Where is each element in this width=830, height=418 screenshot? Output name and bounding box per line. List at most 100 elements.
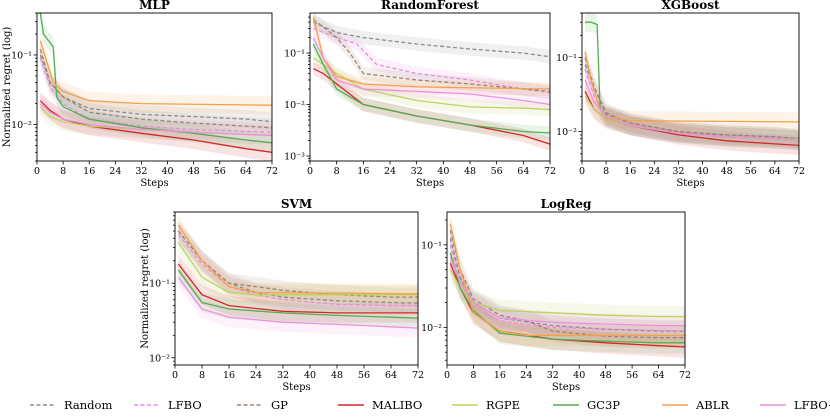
x-tick-label: 48 [600,370,612,381]
series-line-lfbo-bb [39,103,272,137]
series-line-rgpe [449,269,685,318]
band-gc3p [40,13,272,152]
x-tick-label: 0 [579,166,585,177]
series-line-ablr [449,223,685,337]
x-tick-label: 24 [520,370,532,381]
x-tick-label: 16 [223,370,235,381]
x-tick-label: 16 [494,370,506,381]
x-tick-label: 40 [162,166,174,177]
y-tick-label: 10⁻³ [284,152,305,163]
y-tick-label: 10⁻² [284,100,305,111]
band-lfbo+bb [40,94,272,145]
x-axis-label: Steps [140,178,168,189]
x-tick-label: 64 [517,166,529,177]
band-ablr [585,42,799,132]
series-line-random [449,238,685,332]
x-tick-label: 72 [544,166,556,177]
panel-mlp: MLP 0 8 16 24 32 40 48 56 64 72 10⁻¹ 10⁻² Steps Normal… [2,0,278,189]
band-lfbo [40,49,272,142]
x-tick-label: 8 [60,166,66,177]
panel-randomforest: RandomForest 0 8 16 24 32 40 48 56 64 72 10⁻¹ 10⁻² 10… [284,0,556,189]
series-line-gp [177,230,418,298]
series-line-malibo [39,100,272,153]
legend-label: Random [64,398,112,412]
band-gc3p [178,260,418,328]
x-tick-label: 8 [470,370,476,381]
x-tick-label: 32 [411,166,423,177]
panel-title: XGBoost [661,0,719,12]
band-gp [585,47,799,149]
x-tick-label: 0 [444,370,450,381]
axes-frame [36,12,273,162]
band-lfbo+bb [450,246,685,337]
x-tick-label: 16 [83,166,95,177]
band-malibo [450,252,685,358]
band-gp [40,40,272,137]
x-tick-label: 72 [679,370,691,381]
band-malibo [585,81,799,155]
legend-label: GC3P [587,398,620,412]
series-line-ablr [39,40,272,106]
x-tick-label: 64 [653,370,665,381]
y-tick-label: 10⁻¹ [284,49,305,60]
series-line-lfbo-bb [177,276,418,329]
band-gc3p [450,242,685,354]
panel-title: RandomForest [381,0,479,12]
panel-title: LogReg [541,197,592,211]
band-ablr [178,215,418,304]
x-tick-label: 56 [491,166,503,177]
x-tick-label: 64 [240,166,252,177]
band-malibo [178,254,418,323]
series-line-gp [312,18,550,93]
x-tick-label: 32 [277,370,289,381]
band-ablr [313,13,550,96]
band-gp [178,221,418,307]
x-tick-label: 64 [769,166,781,177]
panel-title: MLP [139,0,170,12]
series-line-gc3p [449,252,685,344]
series-line-lfbo-bb [312,37,550,106]
series-line-random [177,230,418,304]
y-axis-label: Normalized regret (log) [2,27,13,148]
x-tick-label: 40 [697,166,709,177]
panel-logreg: LogReg 0 8 16 24 32 40 48 56 64 72 10⁻¹ 10⁻² Steps [421,197,691,393]
x-tick-label: 56 [626,370,638,381]
x-tick-label: 48 [464,166,476,177]
y-tick-label: 10⁻¹ [149,279,170,290]
legend: Random LFBO GP MALIBO RGPE GC3P ABLR LFBO+BB [30,398,830,412]
series-line-gp [39,49,272,129]
y-tick-label: 10⁻² [421,323,442,334]
band-gc3p [313,37,550,140]
x-axis-label: Steps [282,382,310,393]
series-line-lfbo-bb [449,257,685,327]
legend-label: LFBO [168,398,202,412]
x-tick-label: 24 [384,166,396,177]
series-line-random [313,21,550,58]
x-tick-label: 48 [188,166,200,177]
series-line-random [39,54,272,123]
x-tick-label: 56 [745,166,757,177]
x-tick-label: 0 [34,166,40,177]
series-line-ablr [177,224,418,295]
legend-label: LFBO+BB [794,398,830,412]
series-line-rgpe [177,242,418,296]
band-ablr [450,213,685,347]
band-lfbo [313,21,550,100]
series-line-gc3p [177,269,418,319]
x-tick-label: 8 [603,166,609,177]
x-tick-label: 72 [793,166,805,177]
x-axis-label: Steps [552,382,580,393]
y-tick-label: 10⁻¹ [556,53,577,64]
series-line-gc3p [312,43,550,134]
series-line-malibo [177,263,418,314]
series-line-lfbo-bb [584,79,799,142]
band-rgpe [585,86,799,150]
band-gp [313,13,550,99]
x-tick-label: 40 [437,166,449,177]
x-tick-label: 48 [721,166,733,177]
x-tick-label: 24 [648,166,660,177]
series-line-lfbo [313,27,550,94]
panel-svm: SVM 0 8 16 24 32 40 48 56 64 72 10⁻¹ 10⁻² Steps Normal… [140,197,424,393]
series-line-lfbo [39,57,272,133]
